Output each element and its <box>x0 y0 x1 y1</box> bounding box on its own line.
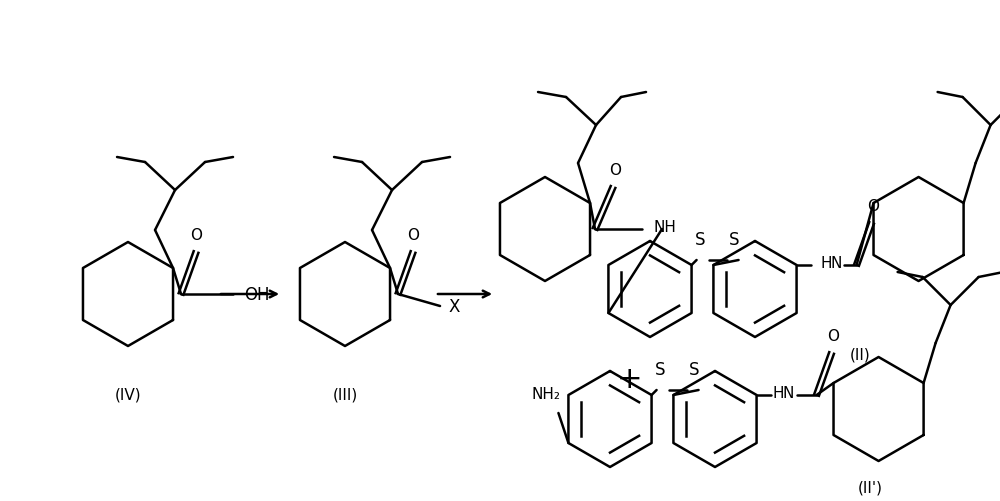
Text: O: O <box>828 328 840 343</box>
Text: O: O <box>407 227 419 242</box>
Text: OH: OH <box>244 286 270 304</box>
Text: (II): (II) <box>850 347 870 362</box>
Text: N: N <box>831 256 842 271</box>
Text: S: S <box>689 360 700 378</box>
Text: NH₂: NH₂ <box>532 386 561 401</box>
Text: S: S <box>655 360 666 378</box>
Text: H: H <box>821 256 832 271</box>
Text: (IV): (IV) <box>115 387 141 402</box>
Text: NH: NH <box>653 220 676 235</box>
Text: S: S <box>729 230 740 248</box>
Text: O: O <box>868 198 880 213</box>
Text: O: O <box>609 163 621 178</box>
Text: (III): (III) <box>332 387 358 402</box>
Text: H: H <box>773 386 784 401</box>
Text: (II'): (II') <box>858 479 883 494</box>
Text: S: S <box>695 230 706 248</box>
Text: +: + <box>617 365 643 394</box>
Text: O: O <box>190 227 202 242</box>
Text: N: N <box>783 386 794 401</box>
Text: X: X <box>448 298 459 315</box>
